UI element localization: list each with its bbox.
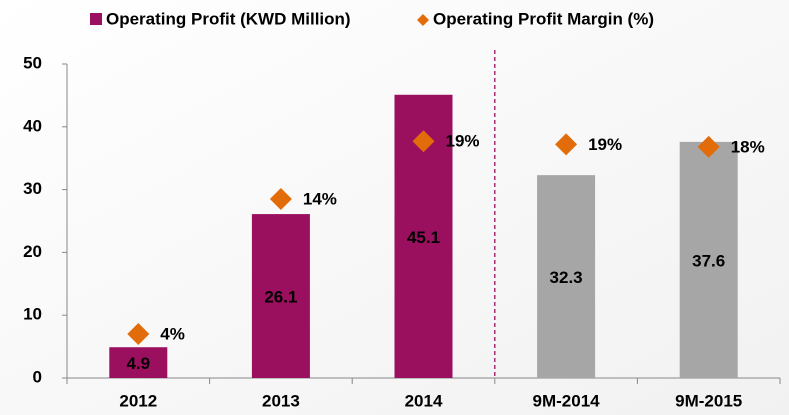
legend-swatch (417, 14, 429, 26)
bar-value-label: 26.1 (264, 288, 297, 307)
bar-value-label: 37.6 (692, 251, 725, 270)
diamond-marker (269, 188, 292, 211)
y-tick-label: 50 (23, 53, 42, 72)
diamond-marker (555, 133, 578, 156)
margin-label: 18% (731, 137, 765, 156)
margin-label: 4% (160, 325, 185, 344)
y-tick-label: 20 (23, 242, 42, 261)
bar (679, 141, 738, 378)
bar-value-label: 4.9 (126, 354, 150, 373)
y-tick-label: 0 (33, 367, 42, 386)
x-tick-label: 2014 (405, 391, 443, 410)
bar-value-label: 32.3 (550, 268, 583, 287)
diamond-marker (127, 323, 150, 346)
legend-label: Operating Profit Margin (%) (433, 9, 654, 28)
x-tick-label: 9M-2014 (533, 391, 601, 410)
bar (109, 347, 168, 378)
margin-label: 19% (446, 132, 480, 151)
x-tick-label: 2013 (262, 391, 300, 410)
diamond-marker (412, 130, 435, 153)
bar-value-label: 45.1 (407, 228, 440, 247)
diamond-marker (697, 135, 720, 158)
x-tick-label: 2012 (119, 391, 157, 410)
legend-label: Operating Profit (KWD Million) (106, 9, 351, 28)
bar (251, 214, 310, 378)
y-tick-label: 10 (23, 305, 42, 324)
x-tick-label: 9M-2015 (675, 391, 742, 410)
legend-swatch (90, 13, 102, 25)
margin-label: 14% (303, 190, 337, 209)
y-tick-label: 30 (23, 179, 42, 198)
bar (537, 175, 596, 378)
margin-label: 19% (588, 135, 622, 154)
y-tick-label: 40 (23, 116, 42, 135)
